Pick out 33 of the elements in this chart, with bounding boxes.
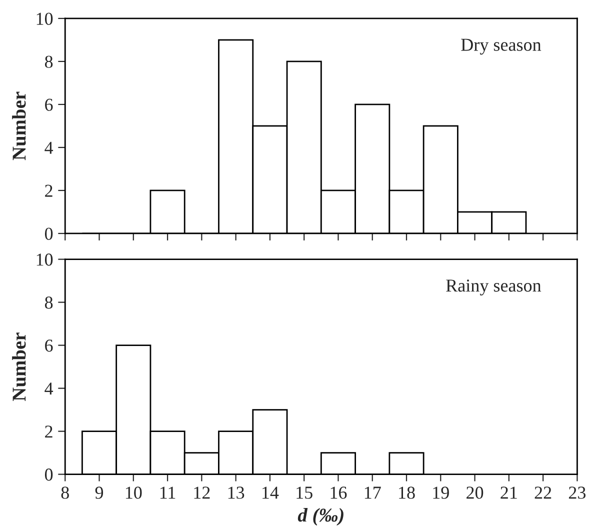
x-tick-label: 20 (466, 486, 484, 499)
x-tick-label: 15 (296, 486, 312, 499)
annotation: Dry season (461, 38, 542, 55)
y-axis-title: Number (12, 92, 26, 160)
y-tick-label: 6 (45, 98, 53, 111)
x-tick-label: 9 (95, 486, 104, 499)
x-tick-label: 16 (330, 486, 347, 499)
y-tick-label: 0 (44, 468, 53, 481)
y-tick-label: 4 (44, 142, 54, 154)
x-tick-label: 12 (194, 486, 210, 499)
x-tick-label: 19 (433, 486, 449, 499)
x-tick-label: 13 (228, 486, 244, 499)
x-tick-label: 18 (399, 486, 415, 499)
y-tick-label: 0 (44, 228, 53, 240)
y-axis-title: Number (12, 332, 26, 401)
x-axis-title: d (‰) (298, 508, 344, 526)
y-tick-label: 8 (44, 296, 53, 309)
x-tick-label: 22 (534, 486, 552, 499)
x-tick-label: 10 (126, 486, 142, 499)
y-tick-label: 10 (36, 12, 53, 25)
y-tick-label: 8 (44, 56, 53, 68)
annotation: Rainy season (446, 280, 542, 296)
y-tick-label: 6 (45, 340, 53, 352)
y-tick-label: 4 (44, 382, 54, 395)
x-tick-label: 17 (364, 486, 381, 499)
y-tick-label: 10 (36, 254, 53, 266)
y-tick-label: 2 (45, 426, 52, 438)
x-tick-label: 21 (500, 486, 517, 499)
x-tick-label: 11 (160, 486, 176, 499)
x-tick-label: 14 (262, 486, 279, 499)
x-tick-label: 8 (61, 486, 69, 499)
x-tick-label: 23 (568, 486, 586, 499)
y-tick-label: 2 (45, 184, 52, 197)
